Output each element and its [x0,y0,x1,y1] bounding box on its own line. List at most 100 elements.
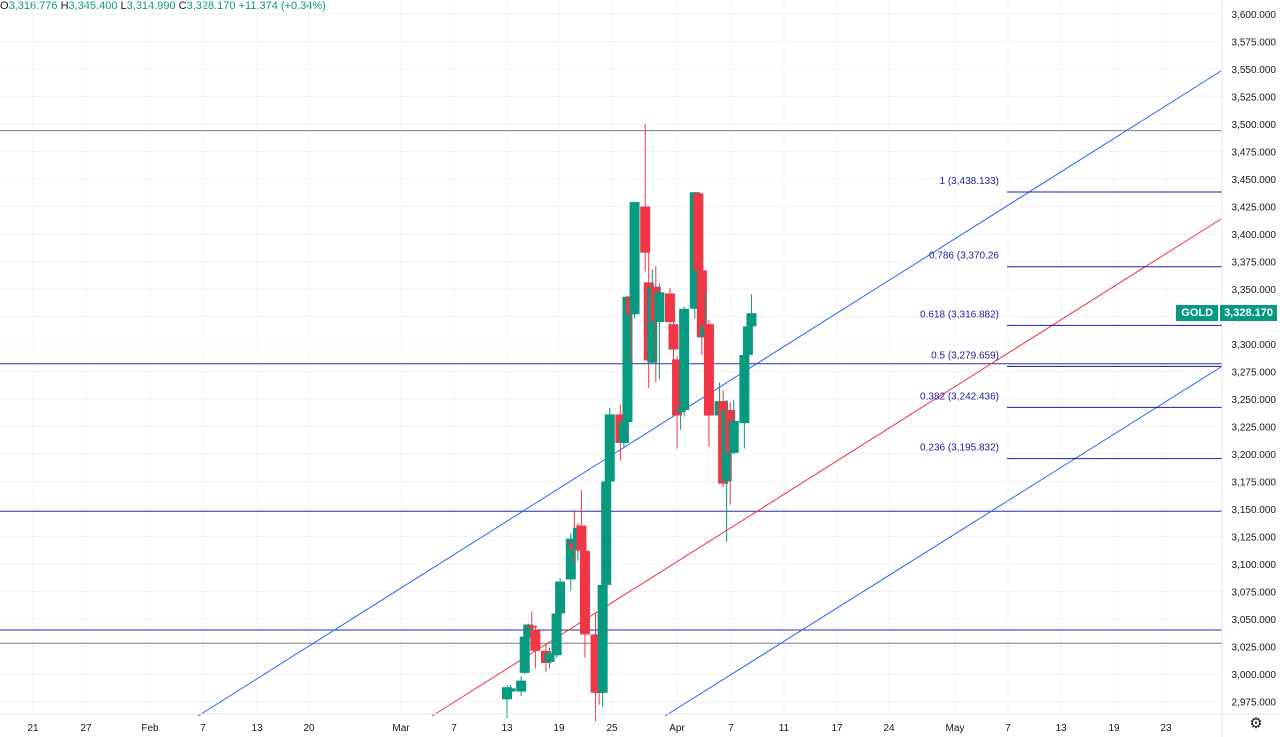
x-tick-label: Mar [392,723,410,734]
low-label: L [120,0,127,12]
x-tick-label: 27 [80,723,92,734]
x-tick-label: 24 [883,723,895,734]
ohlc-readout: O3,316.776 H3,345.400 L3,314.990 C3,328.… [0,0,326,12]
candle-body [523,624,534,638]
fib-level-label: 0.618 (3,316.882) [920,309,999,320]
candle-body [544,653,555,662]
x-tick-label: 13 [251,723,263,734]
y-tick-label: 2,975.000 [1232,698,1277,709]
x-tick-label: 20 [303,723,315,734]
x-tick-label: 13 [501,723,513,734]
x-tick-label: 7 [1005,723,1011,734]
x-tick-label: 19 [1108,723,1120,734]
x-tick-label: May [946,723,965,734]
y-tick-label: 3,300.000 [1232,340,1277,351]
x-tick-label: Feb [141,723,159,734]
y-tick-label: 3,000.000 [1232,670,1277,681]
x-tick-label: 19 [553,723,565,734]
y-tick-label: 3,525.000 [1232,93,1277,104]
candle-body [519,636,530,673]
high-value: 3,345.400 [68,0,118,12]
candle-body [555,581,566,614]
y-tick-label: 3,550.000 [1232,65,1277,76]
candle-body [579,550,590,635]
x-tick-label: 23 [1160,723,1172,734]
fib-level-label: 0.5 (3,279.659) [931,350,999,361]
y-tick-label: 3,150.000 [1232,505,1277,516]
candle-body [629,202,640,315]
candle-body [640,206,651,253]
candle-body [530,630,541,651]
y-tick-label: 3,250.000 [1232,395,1277,406]
close-label: C [178,0,187,12]
last-price-value: 3,328.170 [1220,305,1277,321]
candle-body [654,292,665,322]
x-tick-label: 17 [831,723,843,734]
x-tick-label: 11 [779,723,790,734]
y-tick-label: 3,575.000 [1232,38,1277,49]
y-tick-label: 3,050.000 [1232,615,1277,626]
x-tick-label: 7 [728,723,734,734]
candle-body [618,422,629,443]
candle-body [742,326,753,355]
low-value: 3,314.990 [126,0,176,12]
candle-body [679,308,690,410]
candle-body [703,324,714,416]
candle-body [728,421,739,453]
last-price-tag: GOLD 3,328.170 [1176,305,1277,321]
candle-body [604,414,615,482]
candle-body [668,324,679,350]
candle-body [696,270,707,338]
candle-body [502,687,512,700]
candle-body [590,634,601,693]
y-tick-label: 3,400.000 [1232,230,1277,241]
x-tick-label: Apr [669,723,685,734]
open-label: O [0,0,9,12]
fib-level-label: 0.236 (3,195.832) [920,443,999,454]
y-tick-label: 3,200.000 [1232,450,1277,461]
candle-body [746,313,757,327]
y-tick-label: 3,175.000 [1232,478,1277,489]
fib-level-label: 0.786 (3,370.26 [929,251,999,262]
candle-body [739,355,750,424]
y-tick-label: 3,025.000 [1232,643,1277,654]
close-value: 3,328.170 [186,0,236,12]
y-tick-label: 3,600.000 [1232,10,1277,21]
candle-body [693,193,704,271]
x-tick-label: 7 [200,723,206,734]
y-tick-label: 3,225.000 [1232,423,1277,434]
fib-level-label: 1 (3,438.133) [940,176,1000,187]
candle-body [672,359,683,416]
x-tick-label: 25 [606,723,618,734]
candle-body [565,538,576,580]
gear-icon[interactable]: ⚙ [1249,715,1263,732]
x-tick-label: 7 [451,723,457,734]
candle-body [516,680,527,692]
candle-body [597,584,608,693]
change-value: +11.374 (+0.34%) [238,0,326,12]
candle-body [526,625,537,628]
candle-body [551,613,562,656]
x-tick-label: 21 [27,723,39,734]
y-tick-label: 3,075.000 [1232,588,1277,599]
candle-body [505,688,516,692]
y-tick-label: 3,500.000 [1232,120,1277,131]
symbol-label: GOLD [1176,305,1219,321]
fib-level-label: 0.382 (3,242.436) [920,391,999,402]
y-tick-label: 3,350.000 [1232,285,1277,296]
channel-mid-line [431,218,1222,717]
y-tick-label: 3,425.000 [1232,203,1277,214]
candle-body [675,410,686,413]
y-tick-label: 3,100.000 [1232,560,1277,571]
candle-body [601,481,612,585]
x-tick-label: 13 [1055,723,1067,734]
candle-body [664,293,675,322]
candle-body [647,286,658,363]
channel-lower-line [664,366,1222,717]
y-tick-label: 3,450.000 [1232,175,1277,186]
y-tick-label: 3,275.000 [1232,368,1277,379]
y-tick-label: 3,375.000 [1232,258,1277,269]
high-label: H [60,0,69,12]
y-tick-label: 3,125.000 [1232,533,1277,544]
